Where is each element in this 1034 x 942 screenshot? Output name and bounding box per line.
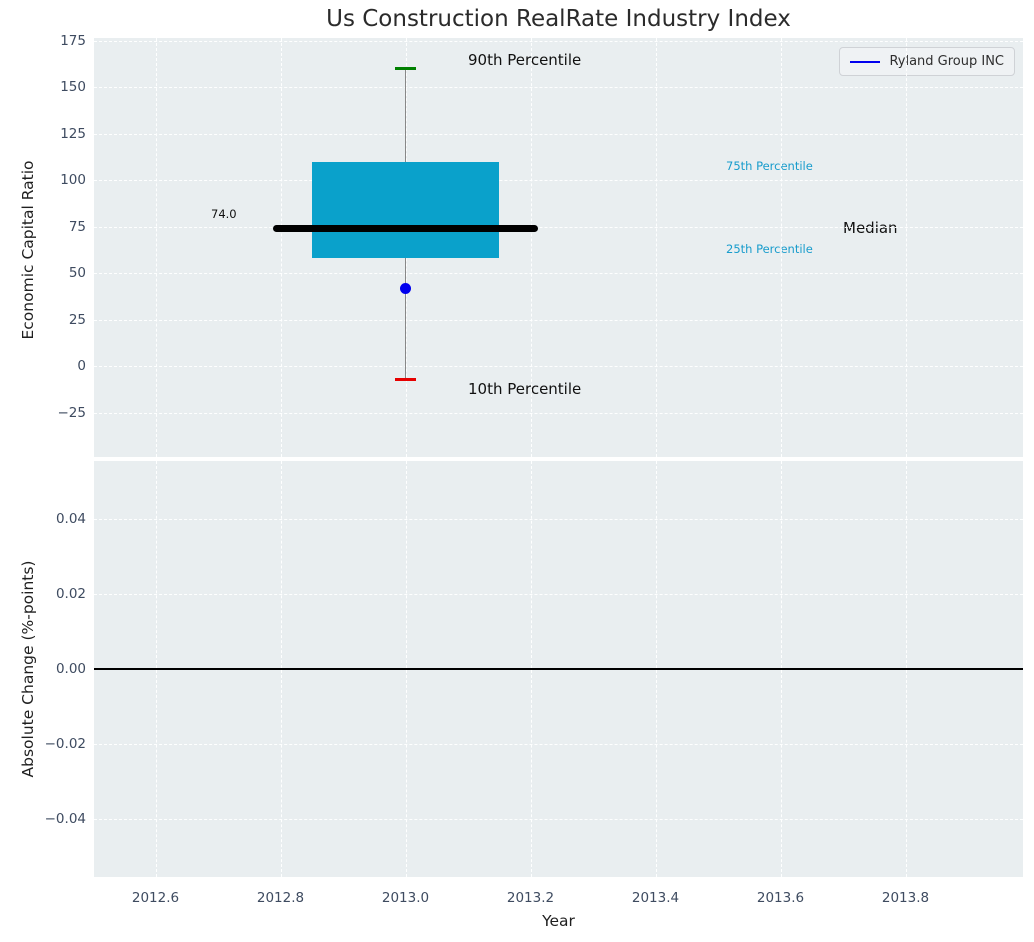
gridline	[280, 38, 282, 457]
median-line	[273, 224, 538, 233]
gridline	[94, 819, 1023, 820]
gridline	[94, 226, 1023, 228]
gridline	[905, 38, 907, 457]
x-tick-label: 2013.6	[756, 890, 805, 906]
legend-line-sample	[850, 60, 881, 63]
y-tick-label: −25	[57, 404, 87, 421]
gridline	[94, 412, 1023, 414]
y-tick-label: 0.02	[55, 586, 86, 602]
y-tick-label: 175	[60, 32, 86, 49]
gridline	[155, 38, 157, 457]
y-tick-label: 150	[60, 79, 86, 96]
y-tick-label: 0.04	[55, 511, 86, 527]
legend-label: Ryland Group INC	[889, 54, 1004, 69]
gridline	[780, 38, 782, 457]
x-tick-label: 2013.4	[631, 890, 680, 906]
bottom-axes	[94, 461, 1023, 877]
x-axis-label: Year	[542, 912, 575, 930]
top-axes: 90th Percentile 10th Percentile 75th Per…	[94, 38, 1023, 457]
y-tick-label: 125	[60, 125, 86, 142]
x-tick-label: 2013.8	[881, 890, 930, 906]
median-value-label: 74.0	[211, 207, 237, 221]
annotation-90th-percentile: 90th Percentile	[468, 51, 582, 69]
x-tick-label: 2013.0	[381, 890, 430, 906]
gridline	[94, 744, 1023, 745]
p10-whisker-cap	[395, 378, 416, 381]
company-data-point	[400, 282, 411, 294]
gridline	[655, 38, 657, 457]
annotation-median: Median	[843, 219, 898, 237]
annotation-75th-percentile: 75th Percentile	[726, 159, 813, 173]
gridline	[530, 38, 532, 457]
y-tick-label: 25	[68, 311, 86, 328]
y-tick-label: 0.00	[55, 661, 86, 677]
x-tick-label: 2013.2	[506, 890, 555, 906]
x-tick-label: 2012.6	[131, 890, 180, 906]
p90-whisker-cap	[395, 67, 416, 70]
y-tick-label: 50	[68, 265, 86, 282]
gridline	[94, 366, 1023, 368]
gridline	[94, 519, 1023, 520]
annotation-10th-percentile: 10th Percentile	[468, 380, 582, 398]
gridline	[94, 319, 1023, 321]
gridline	[94, 594, 1023, 595]
zero-line	[94, 668, 1023, 670]
legend: Ryland Group INC	[839, 47, 1015, 76]
y-tick-label: −0.02	[44, 736, 86, 752]
iqr-box	[311, 161, 500, 259]
y-tick-label: 100	[60, 172, 86, 189]
gridline	[94, 273, 1023, 275]
annotation-25th-percentile: 25th Percentile	[726, 242, 813, 256]
gridline	[94, 40, 1023, 42]
y-tick-label: 0	[77, 358, 86, 375]
gridline	[94, 87, 1023, 89]
y-tick-label: −0.04	[44, 811, 86, 827]
gridline	[94, 180, 1023, 182]
x-tick-label: 2012.8	[256, 890, 305, 906]
chart-title: Us Construction RealRate Industry Index	[326, 6, 791, 32]
gridline	[94, 133, 1023, 135]
y-tick-label: 75	[68, 218, 86, 235]
